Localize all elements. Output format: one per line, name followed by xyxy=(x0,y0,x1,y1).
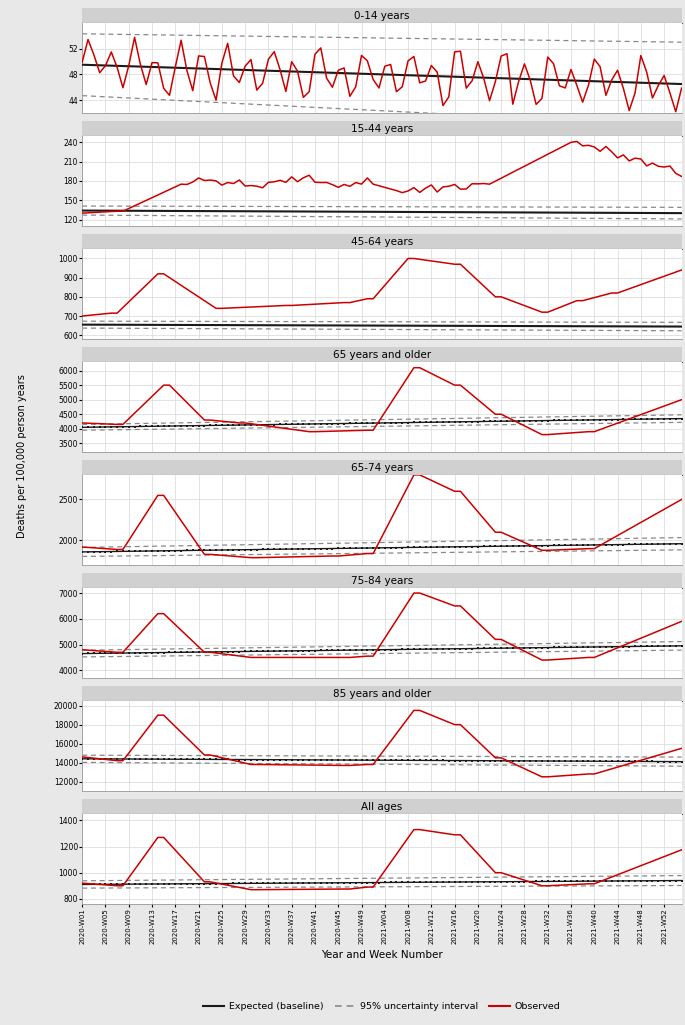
Text: 75-84 years: 75-84 years xyxy=(351,576,413,585)
Text: 85 years and older: 85 years and older xyxy=(333,689,431,699)
Text: 65 years and older: 65 years and older xyxy=(333,350,431,360)
Text: All ages: All ages xyxy=(361,802,403,812)
Text: 15-44 years: 15-44 years xyxy=(351,124,413,133)
Legend: Expected (baseline), 95% uncertainty interval, Observed: Expected (baseline), 95% uncertainty int… xyxy=(199,998,564,1015)
Text: 45-64 years: 45-64 years xyxy=(351,237,413,247)
Text: 65-74 years: 65-74 years xyxy=(351,462,413,473)
Text: 0-14 years: 0-14 years xyxy=(354,10,410,20)
Text: Year and Week Number: Year and Week Number xyxy=(321,950,443,960)
Text: Deaths per 100,000 person years: Deaths per 100,000 person years xyxy=(17,374,27,538)
